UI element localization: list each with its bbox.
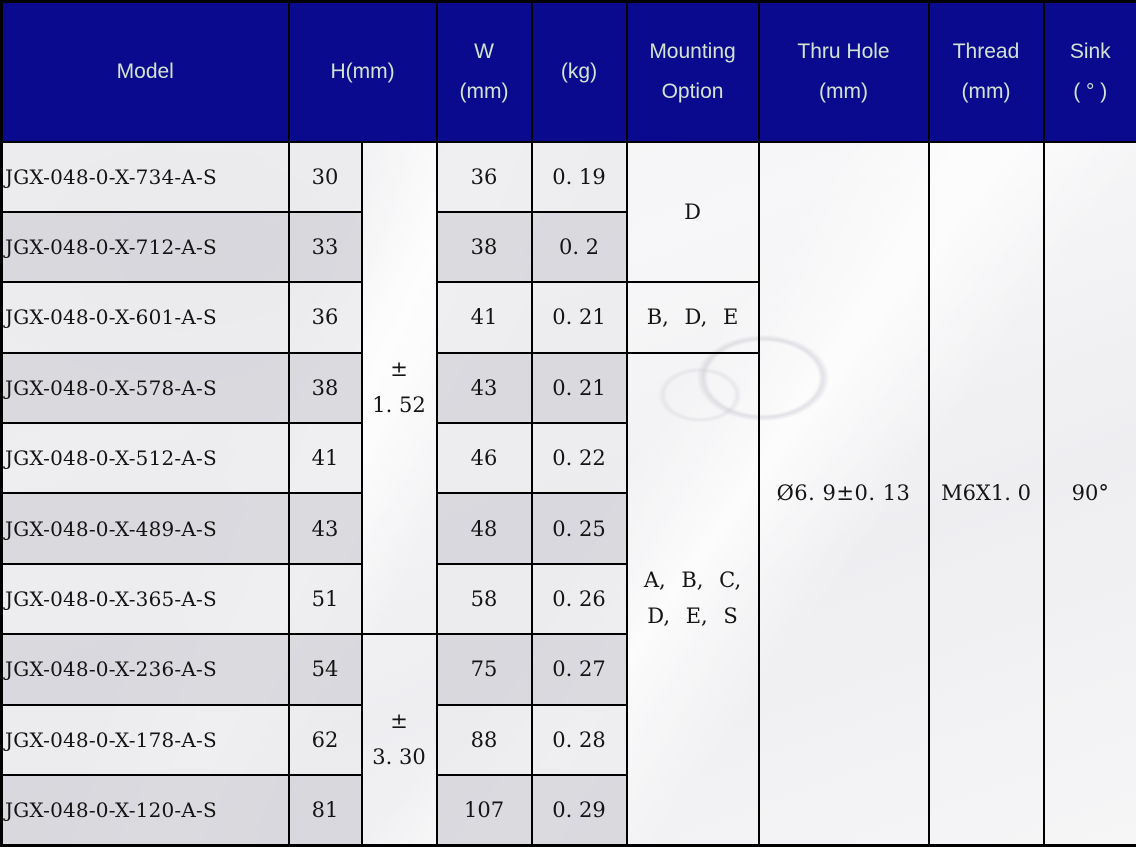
w-value-cell: 41 — [435, 281, 533, 354]
h-value-cell: 36 — [287, 281, 363, 354]
h-value-cell: 81 — [287, 774, 363, 847]
table-row: JGX-048-0-X-712-A-S 33 38 0. 2 — [0, 210, 1136, 284]
col-header-thread: Thread (mm) — [927, 0, 1045, 143]
weight-cell: 0. 21 — [530, 281, 628, 354]
model-cell: JGX-048-0-X-489-A-S — [0, 492, 290, 565]
w-value-cell: 48 — [435, 492, 533, 565]
mounting-option-cell: B, D, E — [625, 281, 760, 354]
h-value-cell: 38 — [287, 351, 363, 425]
weight-cell: 0. 28 — [530, 703, 628, 777]
mounting-option-cell: D — [625, 140, 760, 284]
h-value-cell: 33 — [287, 210, 363, 284]
table-row: JGX-048-0-X-120-A-S 81 107 0. 29 — [0, 774, 1136, 847]
w-value-cell: 75 — [435, 633, 533, 706]
h-tolerance-cell: ± 3. 30 — [360, 633, 438, 847]
w-value-cell: 43 — [435, 351, 533, 425]
col-header-model: Model — [0, 0, 290, 143]
h-tolerance-cell: ± 1. 52 — [360, 140, 438, 636]
weight-cell: 0. 19 — [530, 140, 628, 213]
col-header-w: W (mm) — [435, 0, 533, 143]
col-header-mounting: Mounting Option — [625, 0, 760, 143]
table-row: JGX-048-0-X-178-A-S 62 88 0. 28 — [0, 703, 1136, 777]
model-cell: JGX-048-0-X-178-A-S — [0, 703, 290, 777]
weight-cell: 0. 26 — [530, 562, 628, 636]
table-row: JGX-048-0-X-365-A-S 51 58 0. 26 — [0, 562, 1136, 636]
col-header-h: H(mm) — [287, 0, 438, 143]
table-row: JGX-048-0-X-601-A-S 36 41 0. 21 B, D, E — [0, 281, 1136, 354]
col-header-kg: (kg) — [530, 0, 628, 143]
table-row: JGX-048-0-X-512-A-S 41 46 0. 22 — [0, 422, 1136, 495]
model-cell: JGX-048-0-X-712-A-S — [0, 210, 290, 284]
h-value-cell: 43 — [287, 492, 363, 565]
weight-cell: 0. 25 — [530, 492, 628, 565]
w-value-cell: 88 — [435, 703, 533, 777]
col-header-sink: Sink ( ° ) — [1042, 0, 1136, 143]
table-row: JGX-048-0-X-489-A-S 43 48 0. 25 — [0, 492, 1136, 565]
table-row: JGX-048-0-X-578-A-S 38 43 0. 21 A, B, C,… — [0, 351, 1136, 847]
model-cell: JGX-048-0-X-734-A-S — [0, 140, 290, 213]
sink-cell: 90° — [1042, 140, 1136, 847]
h-value-cell: 41 — [287, 422, 363, 495]
w-value-cell: 107 — [435, 774, 533, 847]
model-cell: JGX-048-0-X-578-A-S — [0, 351, 290, 425]
thru-hole-cell: Ø6. 9±0. 13 — [757, 140, 930, 847]
h-value-cell: 62 — [287, 703, 363, 777]
weight-cell: 0. 29 — [530, 774, 628, 847]
weight-cell: 0. 27 — [530, 633, 628, 706]
h-value-cell: 51 — [287, 562, 363, 636]
weight-cell: 0. 22 — [530, 422, 628, 495]
weight-cell: 0. 2 — [530, 210, 628, 284]
model-cell: JGX-048-0-X-601-A-S — [0, 281, 290, 354]
weight-cell: 0. 21 — [530, 351, 628, 425]
table-row: JGX-048-0-X-734-A-S 30 ± 1. 52 36 0. 19 … — [0, 140, 1136, 847]
model-cell: JGX-048-0-X-120-A-S — [0, 774, 290, 847]
w-value-cell: 36 — [435, 140, 533, 213]
model-cell: JGX-048-0-X-512-A-S — [0, 422, 290, 495]
w-value-cell: 38 — [435, 210, 533, 284]
thread-cell: M6X1. 0 — [927, 140, 1045, 847]
table-body: JGX-048-0-X-734-A-S 30 ± 1. 52 36 0. 19 … — [0, 140, 1136, 847]
model-cell: JGX-048-0-X-236-A-S — [0, 633, 290, 706]
table-header: Model H(mm) W (mm) (kg) Mounting Option … — [0, 0, 1136, 143]
mounting-option-cell: A, B, C, D, E, S — [625, 351, 760, 847]
w-value-cell: 58 — [435, 562, 533, 636]
w-value-cell: 46 — [435, 422, 533, 495]
h-value-cell: 54 — [287, 633, 363, 706]
h-value-cell: 30 — [287, 140, 363, 213]
model-cell: JGX-048-0-X-365-A-S — [0, 562, 290, 636]
col-header-thru-hole: Thru Hole (mm) — [757, 0, 930, 143]
header-row: Model H(mm) W (mm) (kg) Mounting Option … — [0, 0, 1136, 143]
table-row: JGX-048-0-X-236-A-S 54 ± 3. 30 75 0. 27 — [0, 633, 1136, 847]
